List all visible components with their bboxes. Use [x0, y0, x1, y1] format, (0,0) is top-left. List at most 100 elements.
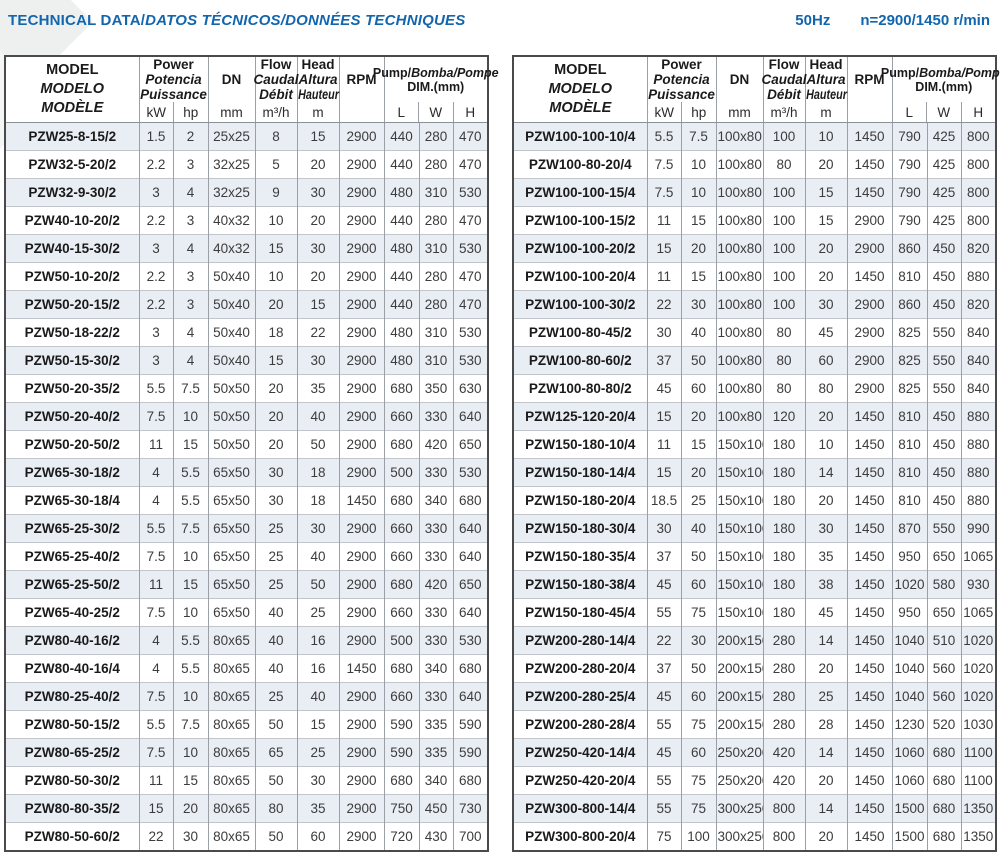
value-cell: 80x65 [207, 654, 256, 683]
value-cell: 425 [926, 206, 962, 235]
value-cell: 15 [680, 206, 717, 235]
value-cell: 440 [383, 290, 420, 319]
value-cell: 420 [762, 738, 806, 767]
value-cell: 680 [383, 374, 420, 403]
value-cell: 280 [762, 626, 806, 655]
value-cell: 280 [418, 290, 454, 319]
value-cell: 50x50 [207, 430, 256, 459]
value-cell: 200x150 [715, 654, 764, 683]
value-cell: 280 [418, 122, 454, 151]
table-row: PZW100-100-15/4 7.5 10 100x80 100 15 1450 790 42… [513, 178, 997, 207]
header-pump-en: Pump/ [880, 65, 920, 80]
table-row: PZW100-80-20/4 7.5 10 100x80 80 20 1450 790 425 8… [513, 150, 997, 179]
value-cell: 500 [383, 626, 420, 655]
value-cell: 340 [418, 766, 454, 795]
table-row: PZW80-40-16/4 4 5.5 80x65 40 16 1450 680 340 680 [5, 654, 489, 683]
value-cell: 20 [296, 206, 340, 235]
value-cell: 1065 [960, 598, 997, 627]
value-cell: 790 [891, 178, 928, 207]
value-cell: 560 [926, 654, 962, 683]
header-dn: DN [729, 72, 750, 87]
value-cell: 590 [383, 738, 420, 767]
value-cell: 40x32 [207, 206, 256, 235]
model-cell: PZW50-15-30/2 [5, 346, 139, 375]
value-cell: 5.5 [138, 514, 173, 543]
value-cell: 450 [926, 486, 962, 515]
header-flow-en: Flow [260, 57, 292, 72]
value-cell: 20 [804, 654, 848, 683]
value-cell: 180 [762, 542, 806, 571]
table-row: PZW80-25-40/2 7.5 10 80x65 25 40 2900 660 330 640 [5, 682, 489, 711]
value-cell: 15 [172, 430, 209, 459]
value-cell: 5.5 [172, 458, 209, 487]
value-cell: 7.5 [138, 402, 173, 431]
value-cell: 310 [418, 178, 454, 207]
value-cell: 1450 [846, 150, 893, 179]
value-cell: 425 [926, 178, 962, 207]
value-cell: 50x50 [207, 374, 256, 403]
unit-m: m [820, 104, 832, 120]
value-cell: 25 [254, 570, 298, 599]
table-row: PZW40-10-20/2 2.2 3 40x32 10 20 2900 440 280 470 [5, 206, 489, 235]
value-cell: 2900 [846, 290, 893, 319]
value-cell: 1450 [846, 766, 893, 795]
value-cell: 80x65 [207, 794, 256, 823]
table-row: PZW300-800-14/45575300x25080014145015006… [513, 794, 997, 823]
value-cell: 2900 [338, 542, 385, 571]
col-header-dn: DN mm [715, 56, 764, 123]
header-dn: DN [221, 72, 242, 87]
value-cell: 450 [926, 234, 962, 263]
value-cell: 660 [383, 402, 420, 431]
value-cell: 450 [926, 290, 962, 319]
header-power-es: Potencia [653, 72, 710, 87]
value-cell: 4 [138, 458, 173, 487]
value-cell: 30 [296, 346, 340, 375]
value-cell: 1450 [846, 514, 893, 543]
value-cell: 640 [452, 682, 489, 711]
table-row: PZW65-30-18/2 4 5.5 65x50 30 18 2900 500 330 530 [5, 458, 489, 487]
value-cell: 1040 [891, 682, 928, 711]
unit-hp: hp [681, 102, 716, 122]
table-row: PZW50-20-15/2 2.2 3 50x40 20 15 2900 440 280 470 [5, 290, 489, 319]
value-cell: 20 [172, 794, 209, 823]
value-cell: 20 [254, 290, 298, 319]
value-cell: 50 [254, 710, 298, 739]
value-cell: 10 [680, 178, 717, 207]
value-cell: 7.5 [138, 598, 173, 627]
model-cell: PZW100-100-15/4 [513, 178, 648, 207]
unit-h: H [960, 102, 996, 122]
value-cell: 50 [296, 570, 340, 599]
value-cell: 65x50 [207, 514, 256, 543]
value-cell: 310 [418, 346, 454, 375]
header-rpm: RPM [346, 72, 377, 87]
value-cell: 7.5 [172, 710, 209, 739]
value-cell: 700 [452, 822, 489, 851]
value-cell: 7.5 [172, 374, 209, 403]
value-cell: 250x200 [715, 738, 764, 767]
value-cell: 1450 [846, 486, 893, 515]
value-cell: 11 [646, 206, 682, 235]
col-header-rpm: RPM [846, 56, 893, 123]
value-cell: 550 [926, 514, 962, 543]
value-cell: 330 [418, 598, 454, 627]
value-cell: 330 [418, 626, 454, 655]
value-cell: 35 [296, 794, 340, 823]
value-cell: 950 [891, 598, 928, 627]
value-cell: 2900 [846, 318, 893, 347]
header-power-es: Potencia [145, 72, 202, 87]
header-flow-es: Caudal [761, 72, 807, 87]
model-cell: PZW200-280-25/4 [513, 682, 648, 711]
value-cell: 50 [296, 430, 340, 459]
header-model-es: MODELO [40, 81, 105, 97]
model-cell: PZW40-15-30/2 [5, 234, 139, 263]
value-cell: 660 [383, 514, 420, 543]
value-cell: 1450 [338, 654, 385, 683]
value-cell: 15 [646, 234, 682, 263]
col-header-rpm: RPM [338, 56, 385, 123]
value-cell: 280 [762, 654, 806, 683]
value-cell: 15 [296, 710, 340, 739]
value-cell: 2900 [338, 206, 385, 235]
col-header-dim: Pump/Bomba/Pompe DIM.(mm) L W H [881, 56, 1000, 123]
header-head-fr: Hauteur [297, 87, 339, 102]
model-cell: PZW65-40-25/2 [5, 598, 139, 627]
